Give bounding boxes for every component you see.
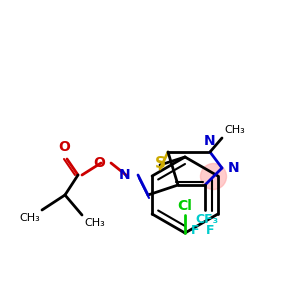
Text: N: N <box>204 134 216 148</box>
Text: S: S <box>154 155 166 170</box>
Text: CH₃: CH₃ <box>19 213 40 223</box>
Circle shape <box>200 164 226 190</box>
Text: CH₃: CH₃ <box>84 218 105 228</box>
Text: O: O <box>93 156 105 170</box>
Text: CH₃: CH₃ <box>224 125 245 135</box>
Text: F: F <box>206 224 214 237</box>
Text: Cl: Cl <box>178 199 192 213</box>
Text: CF₃: CF₃ <box>195 213 219 226</box>
Text: F: F <box>191 224 199 237</box>
Text: N: N <box>118 168 130 182</box>
Text: N: N <box>228 161 240 175</box>
Text: O: O <box>58 140 70 154</box>
